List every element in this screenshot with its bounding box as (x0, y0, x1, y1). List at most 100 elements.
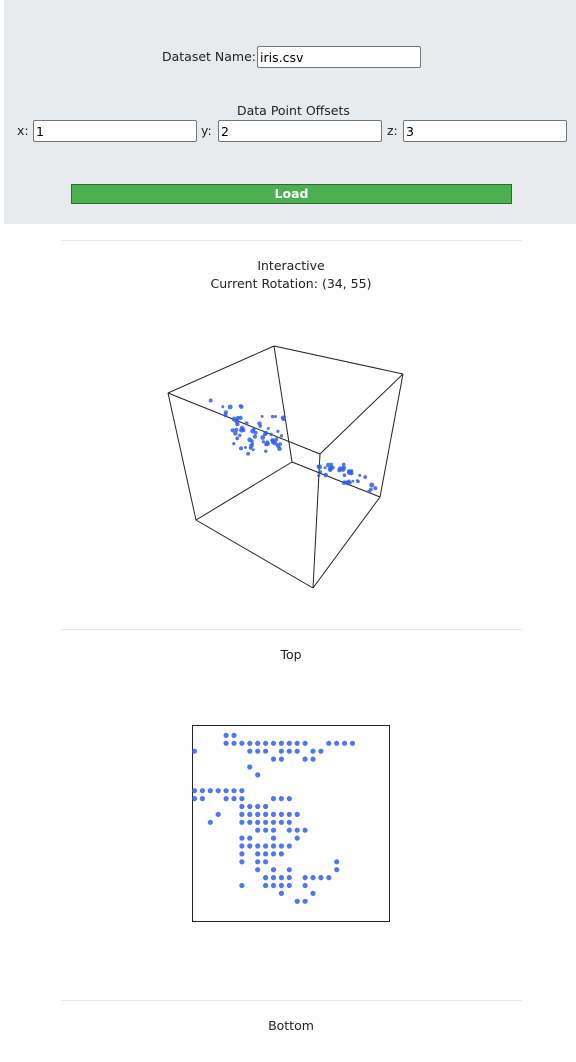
data-point (231, 740, 237, 746)
data-point (250, 439, 254, 443)
data-point (270, 835, 277, 841)
data-point (255, 859, 261, 865)
data-point (270, 438, 275, 443)
data-point (234, 427, 239, 432)
data-point (263, 843, 269, 849)
data-point (342, 473, 347, 478)
data-point (278, 756, 284, 762)
data-point (215, 811, 221, 817)
cube-edge (312, 496, 381, 589)
cube-edge (312, 453, 321, 589)
x-offset-input[interactable] (33, 120, 197, 142)
data-point (247, 835, 253, 841)
cube-edge (291, 461, 381, 498)
data-point (261, 440, 266, 444)
data-point (263, 740, 269, 746)
data-point (317, 473, 321, 478)
data-point (252, 434, 257, 439)
data-point (278, 811, 284, 817)
load-button[interactable]: Load (71, 184, 512, 204)
data-point (234, 418, 240, 424)
data-point (316, 464, 321, 469)
data-point (255, 748, 261, 754)
data-point (252, 427, 256, 431)
data-point (207, 819, 213, 825)
data-point (231, 796, 237, 802)
data-point (294, 898, 300, 904)
data-point (265, 441, 270, 447)
data-point (294, 811, 300, 817)
data-point (330, 465, 335, 470)
data-point (278, 843, 284, 849)
divider-bottom (61, 1000, 522, 1001)
cube-frame (167, 345, 404, 589)
data-point (286, 740, 292, 746)
cube-edge (167, 392, 197, 521)
data-point (334, 859, 340, 865)
interactive-title: Interactive (257, 258, 325, 273)
data-point (239, 851, 245, 857)
cube-edge (273, 345, 293, 463)
data-point (274, 437, 279, 442)
data-point (280, 415, 286, 420)
data-point (247, 819, 253, 825)
data-point (373, 486, 378, 491)
data-point (302, 882, 308, 889)
data-point (271, 440, 276, 445)
data-point (247, 811, 253, 817)
data-point (343, 480, 348, 484)
data-point (278, 851, 284, 857)
data-point (223, 413, 228, 418)
data-point (367, 489, 371, 494)
data-point (286, 796, 292, 802)
data-point (269, 432, 273, 437)
data-point (270, 819, 277, 825)
data-point (278, 819, 284, 825)
data-point (279, 434, 284, 438)
data-point (270, 438, 274, 442)
data-point (207, 788, 213, 794)
data-point (356, 479, 360, 484)
data-point (278, 882, 284, 889)
data-point (323, 466, 327, 470)
data-point (341, 462, 346, 467)
data-point (286, 827, 292, 833)
top-points (191, 732, 356, 904)
data-point (302, 875, 308, 881)
data-point (278, 442, 283, 446)
data-point (310, 890, 316, 896)
data-point (246, 451, 251, 456)
data-point (247, 803, 253, 810)
data-point (319, 470, 323, 474)
data-point (278, 740, 284, 746)
data-point (330, 462, 333, 466)
data-point (247, 843, 253, 849)
data-point (255, 819, 261, 825)
data-point (349, 740, 356, 746)
data-point (349, 471, 354, 476)
data-point (239, 446, 243, 451)
data-point (233, 431, 238, 436)
dataset-name-input[interactable] (257, 46, 421, 68)
data-point (249, 443, 254, 449)
data-point (270, 740, 277, 746)
data-point (270, 811, 277, 817)
data-point (255, 803, 261, 810)
z-offset-label: z: (387, 123, 398, 138)
data-point (239, 404, 244, 409)
data-point (227, 404, 233, 410)
data-point (199, 788, 205, 794)
data-point (231, 416, 237, 422)
data-point (247, 764, 253, 770)
divider-middle (61, 629, 522, 630)
data-point (302, 756, 308, 762)
y-offset-input[interactable] (218, 120, 382, 142)
data-point (334, 867, 340, 873)
data-point (318, 748, 324, 754)
data-point (239, 811, 245, 817)
data-point (232, 442, 236, 446)
data-point (347, 470, 352, 475)
data-point (260, 435, 266, 440)
z-offset-input[interactable] (403, 120, 567, 142)
data-point (294, 827, 300, 833)
